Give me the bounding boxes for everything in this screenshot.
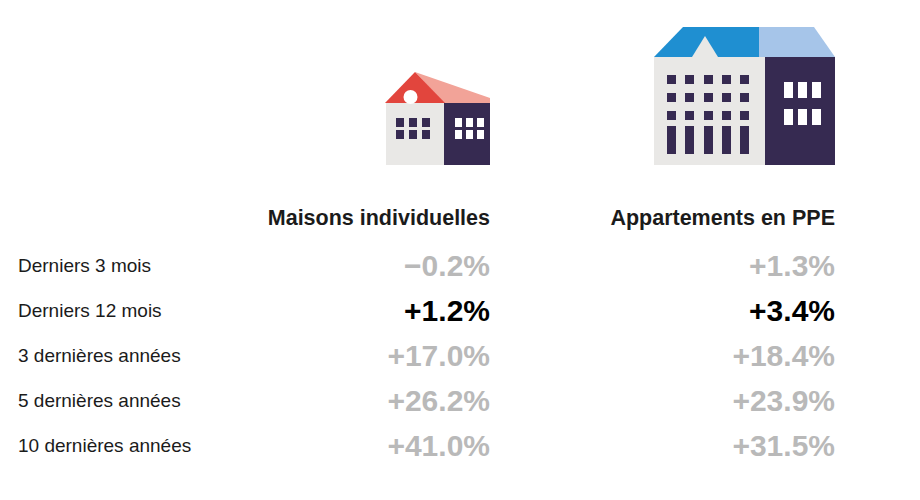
table-row: Derniers 12 mois +1.2% +3.4%	[0, 288, 920, 333]
table-row: Derniers 3 mois −0.2% +1.3%	[0, 243, 920, 288]
table-row: 10 dernières années +41.0% +31.5%	[0, 423, 920, 468]
value-cell: +31.5%	[732, 431, 835, 461]
column-header-appartements: Appartements en PPE	[610, 206, 835, 230]
header-row: Maisons individuelles Appartements en PP…	[0, 165, 920, 243]
value-cell: +23.9%	[732, 386, 835, 416]
row-label: 5 dernières années	[18, 390, 181, 412]
price-evolution-table: Maisons individuelles Appartements en PP…	[0, 0, 920, 500]
row-label: 3 dernières années	[18, 345, 181, 367]
row-label: Derniers 12 mois	[18, 300, 162, 322]
table-row: 5 dernières années +26.2% +23.9%	[0, 378, 920, 423]
value-cell: +26.2%	[387, 386, 490, 416]
value-cell: +1.2%	[404, 296, 490, 326]
value-cell: +18.4%	[732, 341, 835, 371]
value-cell: +3.4%	[749, 296, 835, 326]
icons-row	[0, 0, 920, 165]
value-cell: +17.0%	[387, 341, 490, 371]
column-header-maisons: Maisons individuelles	[268, 206, 490, 230]
table-row: 3 dernières années +17.0% +18.4%	[0, 333, 920, 378]
value-cell: +1.3%	[749, 251, 835, 281]
value-cell: −0.2%	[404, 251, 490, 281]
house-icon	[385, 72, 490, 165]
apartment-building-icon	[652, 25, 835, 165]
row-label: Derniers 3 mois	[18, 255, 151, 277]
value-cell: +41.0%	[387, 431, 490, 461]
row-label: 10 dernières années	[18, 435, 191, 457]
